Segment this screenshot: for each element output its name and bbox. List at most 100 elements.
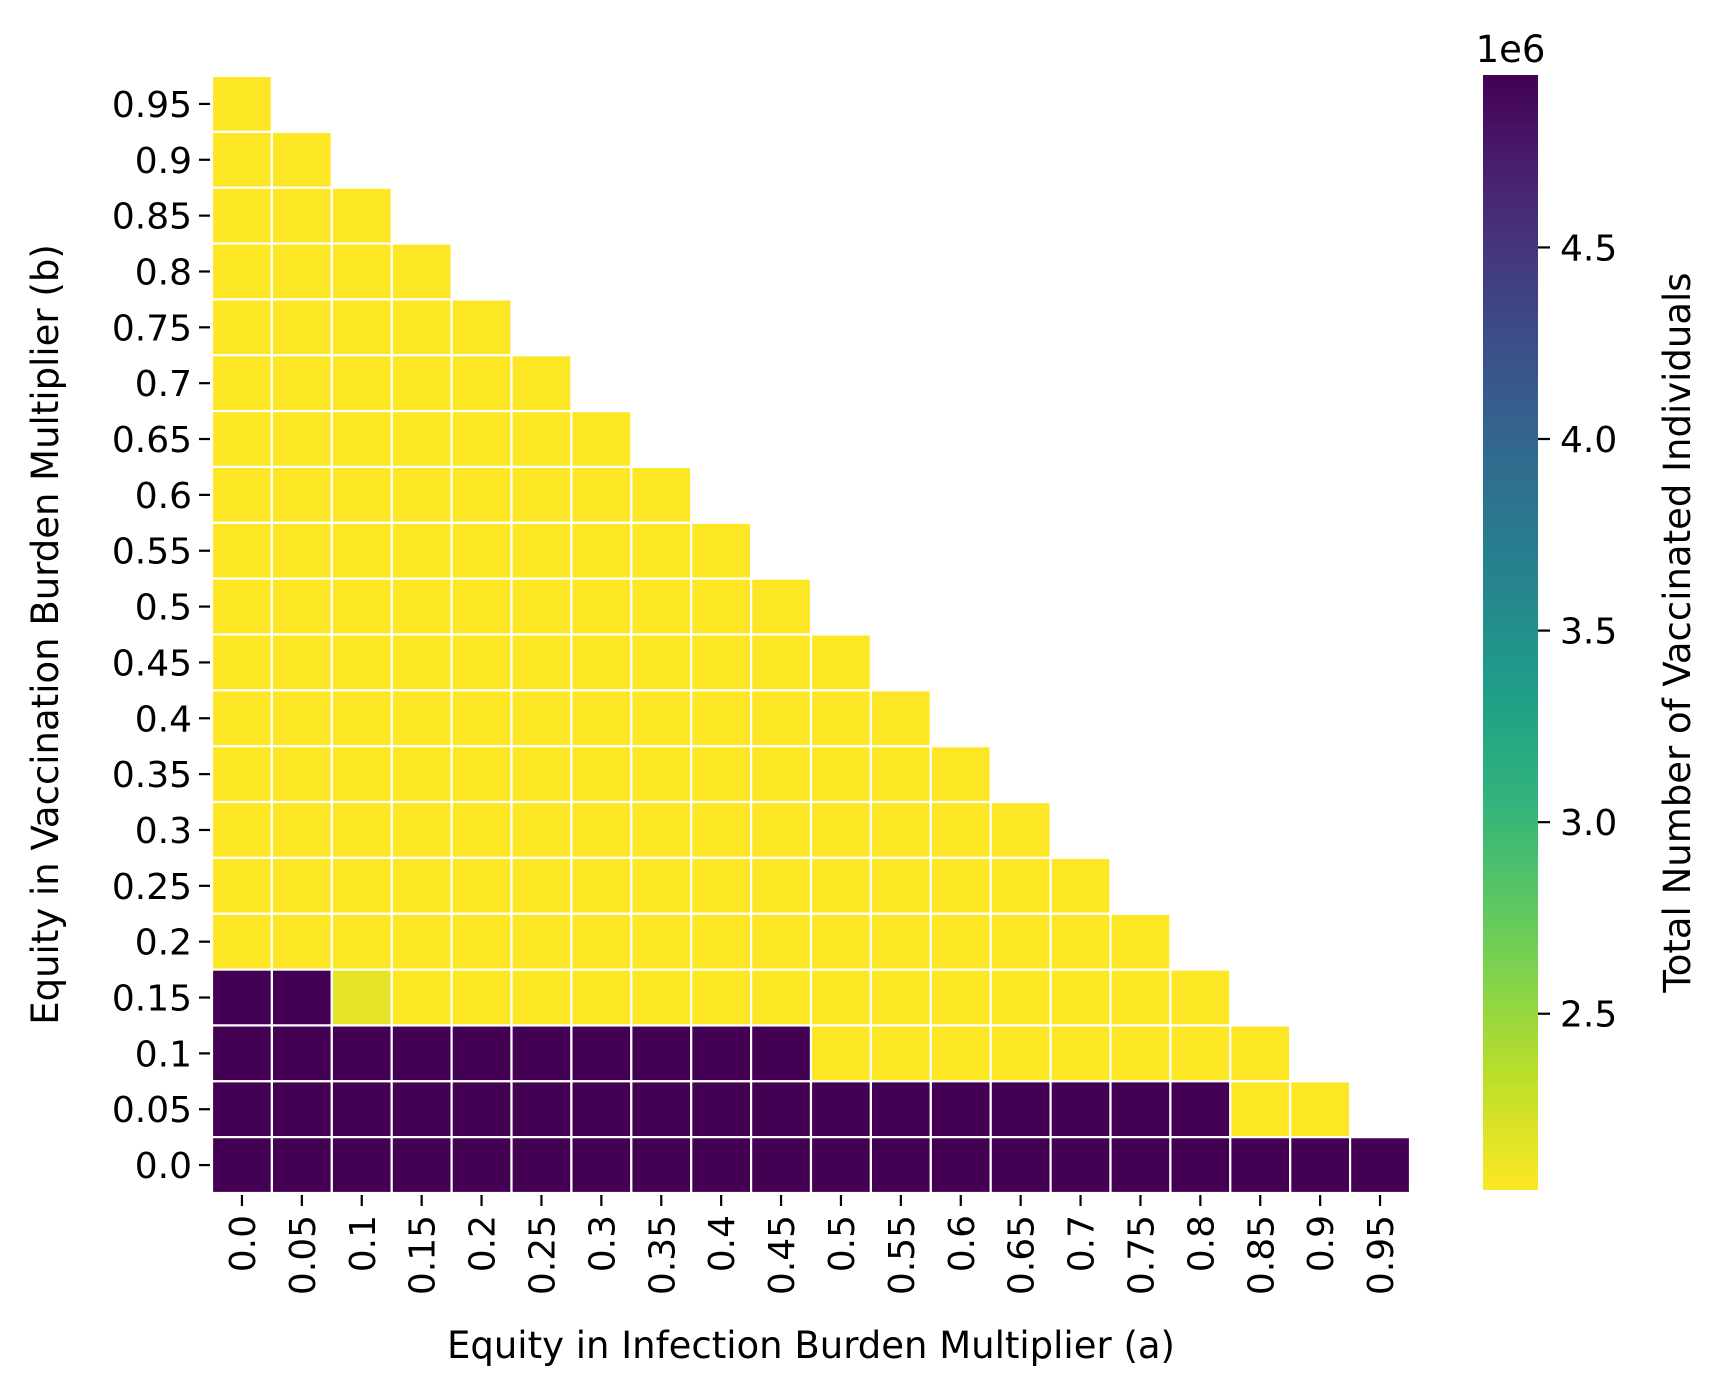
heatmap-cell [330,577,393,636]
heatmap-cell [270,689,333,748]
heatmap-cell [1289,1136,1352,1195]
heatmap-cell [630,633,693,692]
heatmap-cell [570,1136,633,1195]
y-tick-label: 0.1 [135,1034,192,1075]
colorbar [1483,75,1538,1190]
heatmap-cell [1169,1024,1232,1083]
heatmap-cell [630,745,693,804]
heatmap-cell [1109,1080,1172,1139]
heatmap-cell [809,912,873,971]
heatmap-cell [570,856,633,915]
x-tick-label: 0.55 [882,1215,923,1295]
y-tick-label: 0.15 [112,979,192,1020]
heatmap-cell [450,298,513,357]
colorbar-offset-text: 1e6 [1476,28,1546,71]
heatmap-cell [690,1080,753,1139]
colorbar-tick-label: 3.5 [1560,612,1617,653]
y-tick-label: 0.75 [112,308,192,349]
heatmap-cell [570,1080,633,1139]
x-tick-label: 0.85 [1241,1215,1282,1295]
heatmap-cell [510,577,573,636]
heatmap-cell [390,465,453,524]
heatmap-cell [210,968,274,1027]
heatmap-cell [390,633,453,692]
heatmap-cell [749,577,813,636]
heatmap-cell [390,410,453,469]
y-tick-label: 0.25 [112,867,192,908]
heatmap-cell [270,521,333,580]
heatmap-cell [330,1080,393,1139]
heatmap-cell [690,912,753,971]
heatmap-cell [510,1080,573,1139]
y-tick-label: 0.9 [135,141,192,182]
heatmap-cell [869,912,932,971]
heatmap-cell [929,745,992,804]
heatmap-cell [450,912,513,971]
heatmap-cell [690,689,753,748]
heatmap-cell [630,800,693,859]
heatmap-cell [510,912,573,971]
y-axis-label: Equity in Vaccination Burden Multiplier … [24,244,67,1025]
heatmap-cell [630,521,693,580]
heatmap-cell [330,354,393,413]
heatmap-cell [630,1080,693,1139]
x-tick-label: 0.15 [403,1215,444,1295]
heatmap-cell [630,577,693,636]
heatmap-cell [210,1136,274,1195]
heatmap-cell [210,689,274,748]
heatmap-cell [210,521,274,580]
heatmap-cell [450,354,513,413]
heatmap-cell [869,856,932,915]
x-tick-label: 0.6 [942,1215,983,1272]
heatmap-cell [749,1024,813,1083]
heatmap-cell [989,800,1052,859]
heatmap-cell [510,521,573,580]
heatmap-cell [330,242,393,301]
heatmap-cell [510,465,573,524]
heatmap-cell [1109,1136,1172,1195]
heatmap-cell [690,577,753,636]
colorbar-tick-label: 3.0 [1560,803,1617,844]
x-axis-label: Equity in Infection Burden Multiplier (a… [447,1324,1175,1367]
heatmap-cell [1229,1024,1292,1083]
x-tick-label: 0.05 [283,1215,324,1295]
heatmap-cell [749,633,813,692]
heatmap-cell [390,800,453,859]
x-tick-label: 0.8 [1181,1215,1222,1272]
heatmap-cell [869,1136,932,1195]
heatmap-cell [690,745,753,804]
heatmap-cell [330,968,393,1027]
heatmap-cell [570,800,633,859]
heatmap-cell [809,1080,873,1139]
x-tick-label: 0.65 [1002,1215,1043,1295]
heatmap-cell [270,354,333,413]
x-tick-label: 0.3 [582,1215,623,1272]
heatmap-cell [1109,1024,1172,1083]
heatmap-cell [330,689,393,748]
x-tick-label: 0.1 [343,1215,384,1272]
heatmap-cell [510,354,573,413]
heatmap-cell [210,1080,274,1139]
heatmap-cell [570,633,633,692]
heatmap-cell [809,1024,873,1083]
heatmap-cell [809,633,873,692]
heatmap-cell [210,354,274,413]
heatmap-cell [1049,912,1112,971]
heatmap-cell [450,1080,513,1139]
heatmap-cell [989,1080,1052,1139]
heatmap-cell [390,242,453,301]
heatmap-cell [450,521,513,580]
heatmap-cell [450,577,513,636]
y-tick-label: 0.45 [112,643,192,684]
x-tick-label: 0.4 [702,1215,743,1272]
heatmap-cell [1289,1080,1352,1139]
heatmap-cell [390,968,453,1027]
heatmap-cell [330,1136,393,1195]
heatmap-cell [390,745,453,804]
colorbar-tick-label: 2.5 [1560,995,1617,1036]
heatmap-cell [450,1024,513,1083]
heatmap-cell [210,745,274,804]
heatmap-cell [450,689,513,748]
heatmap-cell [330,465,393,524]
y-tick-label: 0.7 [135,364,192,405]
